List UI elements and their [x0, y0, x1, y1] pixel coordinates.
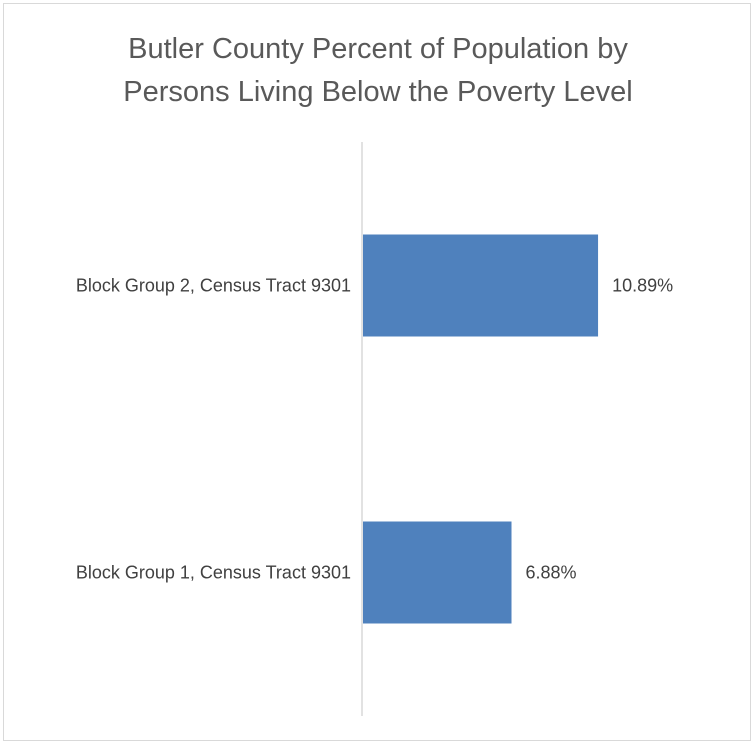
chart-title-line-2: Persons Living Below the Poverty Level — [123, 76, 632, 108]
data-label-1: 10.89% — [612, 276, 673, 296]
category-label-2: Block Group 1, Census Tract 9301 — [76, 563, 351, 583]
bar-1 — [363, 234, 599, 337]
bar-2 — [363, 521, 512, 624]
data-label-2: 6.88% — [526, 563, 577, 583]
chart-title-line-1: Butler County Percent of Population by — [128, 33, 628, 65]
category-label-1: Block Group 2, Census Tract 9301 — [76, 276, 351, 296]
bars-layer: Block Group 2, Census Tract 9301 10.89% Bl… — [76, 234, 673, 624]
